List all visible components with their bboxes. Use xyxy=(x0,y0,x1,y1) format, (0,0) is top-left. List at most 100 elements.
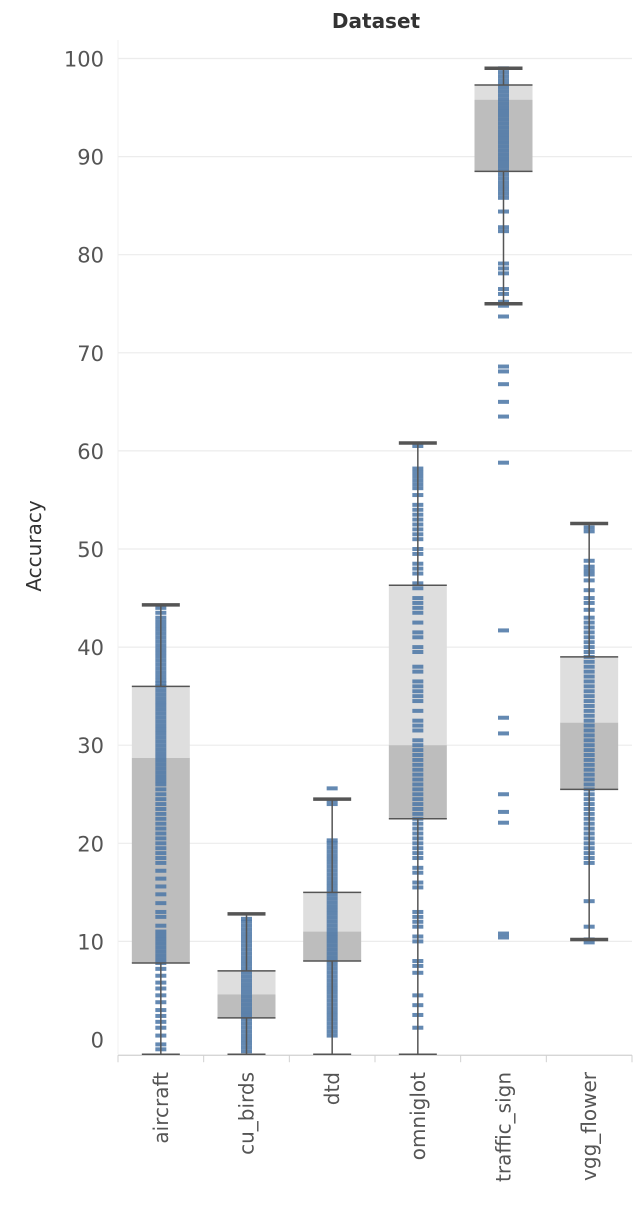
data-point xyxy=(155,909,167,914)
data-point xyxy=(412,669,424,674)
data-point xyxy=(412,762,424,767)
data-point xyxy=(412,689,424,694)
data-point xyxy=(155,797,167,802)
data-point xyxy=(498,160,509,165)
data-point xyxy=(498,148,509,153)
data-point xyxy=(241,970,252,975)
data-point xyxy=(583,689,595,694)
data-point xyxy=(412,728,424,733)
data-point xyxy=(498,113,509,118)
data-point xyxy=(241,998,252,1003)
y-tick-label: 0 xyxy=(91,1029,104,1053)
data-point xyxy=(498,89,509,94)
box-lower-omniglot xyxy=(388,745,447,819)
data-point xyxy=(412,782,424,787)
data-point xyxy=(155,792,167,797)
chart-title: Dataset xyxy=(332,9,421,33)
data-point xyxy=(583,703,595,708)
data-point xyxy=(412,694,424,699)
data-point xyxy=(155,914,167,919)
data-point xyxy=(412,610,424,615)
data-point xyxy=(498,156,509,161)
data-point xyxy=(155,811,167,816)
data-point xyxy=(412,600,424,605)
data-point xyxy=(155,836,167,841)
data-point xyxy=(498,121,509,126)
data-point xyxy=(583,674,595,679)
data-point xyxy=(583,659,595,664)
data-point xyxy=(412,757,424,762)
data-point xyxy=(326,900,338,905)
data-point xyxy=(155,774,167,779)
data-point xyxy=(498,144,509,149)
data-point xyxy=(326,915,338,920)
data-point xyxy=(498,792,509,797)
data-point xyxy=(412,635,424,640)
data-point xyxy=(583,679,595,684)
data-point xyxy=(412,753,424,758)
data-point xyxy=(498,164,509,169)
y-tick-label: 30 xyxy=(77,734,104,758)
data-point xyxy=(155,841,167,846)
grid-lines xyxy=(118,57,632,943)
data-point xyxy=(326,951,338,956)
data-point xyxy=(412,743,424,748)
data-point xyxy=(241,982,252,987)
data-point xyxy=(155,941,167,946)
data-point xyxy=(241,990,252,995)
data-point xyxy=(498,125,509,130)
data-point xyxy=(498,369,509,374)
x-tick-label-vgg_flower: vgg_flower xyxy=(577,1071,601,1181)
data-point xyxy=(412,605,424,610)
data-point xyxy=(498,382,509,387)
data-point xyxy=(326,911,338,916)
data-point xyxy=(498,809,509,814)
data-point xyxy=(583,772,595,777)
data-point xyxy=(155,821,167,826)
data-point xyxy=(583,748,595,753)
data-point xyxy=(155,770,167,775)
data-point xyxy=(498,85,509,90)
axes xyxy=(117,40,633,1063)
data-point xyxy=(155,731,167,736)
data-point xyxy=(155,933,167,938)
data-point xyxy=(155,868,167,873)
data-point xyxy=(498,93,509,98)
data-point xyxy=(155,688,167,693)
data-point xyxy=(498,303,509,308)
data-point xyxy=(412,767,424,772)
data-point xyxy=(498,460,509,465)
data-point xyxy=(155,723,167,728)
data-point xyxy=(498,168,509,173)
data-point xyxy=(241,974,252,979)
data-point xyxy=(241,1013,252,1018)
data-point xyxy=(412,664,424,669)
data-point xyxy=(412,738,424,743)
y-tick-label: 60 xyxy=(77,440,104,464)
data-point xyxy=(498,105,509,110)
x-tick-label-aircraft: aircraft xyxy=(149,1072,173,1144)
data-point xyxy=(583,733,595,738)
data-point xyxy=(583,669,595,674)
data-point xyxy=(326,931,338,936)
data-point xyxy=(583,664,595,669)
data-point xyxy=(412,708,424,713)
data-point xyxy=(583,753,595,758)
data-point xyxy=(155,860,167,865)
data-point xyxy=(498,152,509,157)
data-point xyxy=(155,806,167,811)
data-point xyxy=(498,628,509,633)
data-point xyxy=(155,715,167,720)
data-point xyxy=(583,718,595,723)
y-tick-label: 50 xyxy=(77,538,104,562)
data-point xyxy=(498,97,509,102)
data-point xyxy=(326,786,338,791)
data-point xyxy=(583,757,595,762)
data-point xyxy=(412,645,424,650)
data-point xyxy=(498,414,509,419)
data-point xyxy=(326,927,338,932)
box-lower-aircraft xyxy=(131,757,190,963)
y-axis-ticks: 0 10 20 30 40 50 60 70 80 90 100 xyxy=(64,48,104,1053)
data-point xyxy=(412,684,424,689)
x-tick-label-dtd: dtd xyxy=(320,1072,344,1105)
